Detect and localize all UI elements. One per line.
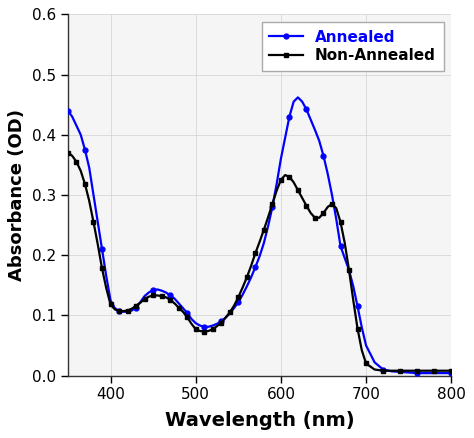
Y-axis label: Absorbance (OD): Absorbance (OD): [9, 109, 27, 281]
Annealed: [278, 156, 284, 162]
Non-Annealed: [359, 348, 365, 353]
Non-Annealed: [278, 177, 284, 183]
Legend: Annealed, Non-Annealed: Annealed, Non-Annealed: [262, 22, 444, 71]
Non-Annealed: [448, 368, 454, 373]
Non-Annealed: [253, 251, 258, 256]
Annealed: [448, 371, 454, 376]
Annealed: [414, 371, 420, 376]
Non-Annealed: [342, 240, 347, 246]
Annealed: [346, 268, 352, 273]
Annealed: [253, 265, 258, 270]
X-axis label: Wavelength (nm): Wavelength (nm): [165, 411, 355, 430]
Annealed: [65, 108, 71, 113]
Line: Non-Annealed: Non-Annealed: [66, 151, 453, 373]
Annealed: [363, 343, 369, 348]
Non-Annealed: [389, 368, 394, 373]
Annealed: [320, 153, 326, 159]
Non-Annealed: [65, 150, 71, 155]
Non-Annealed: [316, 215, 322, 220]
Annealed: [389, 369, 394, 374]
Line: Annealed: Annealed: [65, 95, 454, 375]
Annealed: [295, 95, 301, 100]
Non-Annealed: [380, 368, 386, 373]
